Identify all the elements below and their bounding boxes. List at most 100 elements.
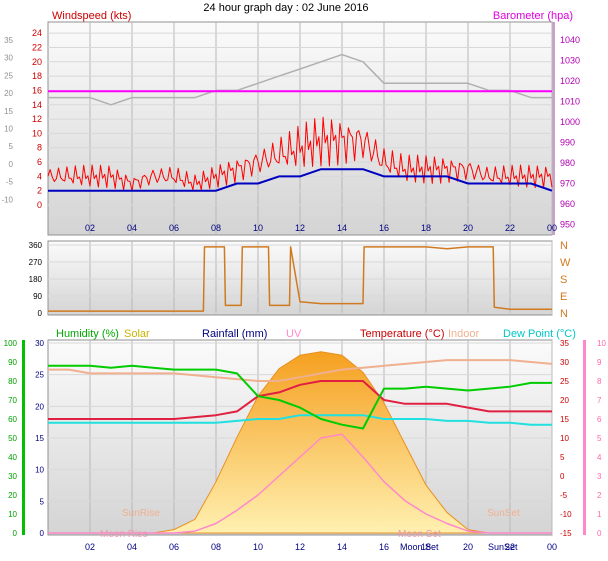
x-tick-label-temp: 22 [505, 542, 515, 552]
humidity-axis-bar [22, 340, 25, 535]
wind-outer-tick-label: 20 [4, 89, 13, 98]
uv-tick-label: 5 [597, 434, 602, 443]
uv-axis-bar [583, 340, 586, 535]
moonset-bottom-label: Moon Set [400, 542, 439, 552]
direction-compass-label: N [560, 308, 568, 320]
temp-tick-label: 0 [560, 472, 565, 481]
humidity-tick-label: 0 [13, 529, 18, 538]
x-tick-label-wind: 20 [463, 223, 473, 233]
wind-direction-line [48, 246, 552, 312]
temp-tick-label: 35 [560, 339, 569, 348]
windavg-line [48, 168, 553, 192]
sunset-bottom-label: SunSet [488, 542, 518, 552]
rain-tick-label: 10 [35, 466, 44, 475]
sunset-label: SunSet [487, 508, 520, 519]
x-tick-label-wind: 02 [85, 223, 95, 233]
humidity-tick-label: 10 [8, 510, 17, 519]
wind-outer-tick-label: 25 [4, 71, 13, 80]
humidity-tick-label: 60 [8, 415, 17, 424]
barometer-tick-label: 1000 [560, 117, 580, 127]
wind-tick-label: 8 [37, 143, 42, 153]
wind-outer-tick-label: 30 [4, 54, 13, 63]
wind-tick-label: 10 [32, 128, 42, 138]
wind-tick-label: 2 [37, 186, 42, 196]
dewpoint-label: Dew Point (°C) [503, 328, 576, 340]
wind-tick-label: 24 [32, 28, 42, 38]
rain-tick-label: 30 [35, 339, 44, 348]
uv-tick-label: 8 [597, 377, 602, 386]
solar-label: Solar [124, 328, 150, 340]
x-tick-label-temp: 06 [169, 542, 179, 552]
uv-label: UV [286, 328, 302, 340]
x-tick-label-temp: 08 [211, 542, 221, 552]
wind-outer-tick-label: -10 [1, 195, 13, 204]
uv-tick-label: 0 [597, 529, 602, 538]
x-tick-label-temp: 12 [295, 542, 305, 552]
humidity-tick-label: 30 [8, 472, 17, 481]
uv-tick-label: 7 [597, 396, 602, 405]
x-tick-label-wind: 12 [295, 223, 305, 233]
wind-outer-tick-label: 10 [4, 125, 13, 134]
direction-tick-label: 270 [29, 258, 43, 267]
temp-tick-label: -10 [560, 510, 572, 519]
direction-tick-label: 90 [33, 292, 42, 301]
direction-compass-label: E [560, 291, 567, 303]
x-tick-label-wind: 14 [337, 223, 347, 233]
wind-tick-label: 20 [32, 57, 42, 67]
rain-tick-label: 0 [40, 529, 45, 538]
wind-right-axis-bar [552, 22, 555, 235]
rain-tick-label: 15 [35, 434, 44, 443]
uv-tick-label: 4 [597, 453, 602, 462]
sunrise-label: SunRise [122, 508, 160, 519]
wind-tick-label: 22 [32, 42, 42, 52]
wind-tick-label: 6 [37, 157, 42, 167]
direction-compass-label: S [560, 274, 567, 286]
uv-tick-label: 6 [597, 415, 602, 424]
x-tick-label-temp: 20 [463, 542, 473, 552]
wind-outer-tick-label: 15 [4, 107, 13, 116]
direction-tick-label: 180 [29, 275, 43, 284]
direction-compass-label: W [560, 257, 571, 269]
barometer-tick-label: 1030 [560, 56, 580, 66]
temperature-label: Temperature (°C) [360, 328, 444, 340]
uv-tick-label: 3 [597, 472, 602, 481]
wind-tick-label: 12 [32, 114, 42, 124]
temp-tick-label: -5 [560, 491, 568, 500]
indoor-line [48, 359, 553, 382]
temp-tick-label: 10 [560, 434, 569, 443]
x-tick-label-wind: 18 [421, 223, 431, 233]
humidity-tick-label: 100 [4, 339, 18, 348]
humidity-label: Humidity (%) [56, 328, 119, 340]
chart-title: 24 hour graph day : 02 June 2016 [203, 2, 368, 14]
direction-tick-label: 0 [38, 309, 43, 318]
humidity-tick-label: 40 [8, 453, 17, 462]
wind-tick-label: 14 [32, 100, 42, 110]
x-tick-label-temp: 00 [547, 542, 557, 552]
uv-tick-label: 2 [597, 491, 602, 500]
barometer-tick-label: 960 [560, 199, 575, 209]
rain-tick-label: 5 [40, 497, 45, 506]
wind-outer-tick-label: 35 [4, 36, 13, 45]
barometer-tick-label: 970 [560, 178, 575, 188]
temp-tick-label: 30 [560, 358, 569, 367]
wind-tick-label: 16 [32, 85, 42, 95]
rainfall-label: Rainfall (mm) [202, 328, 267, 340]
humidity-tick-label: 90 [8, 358, 17, 367]
temp-tick-label: -15 [560, 529, 572, 538]
rain-tick-label: 25 [35, 371, 44, 380]
barometer-tick-label: 980 [560, 158, 575, 168]
wind-outer-tick-label: -5 [6, 178, 14, 187]
direction-tick-label: 360 [29, 241, 43, 250]
barometer-tick-label: 1010 [560, 97, 580, 107]
temp-tick-label: 25 [560, 377, 569, 386]
moonrise-label: Moon Rise [100, 529, 148, 540]
windspeed-label: Windspeed (kts) [52, 10, 131, 22]
x-tick-label-temp: 16 [379, 542, 389, 552]
humidity-tick-label: 20 [8, 491, 17, 500]
direction-compass-label: N [560, 240, 568, 252]
dewpoint-line [48, 414, 552, 426]
humidity-tick-label: 80 [8, 377, 17, 386]
x-tick-label-wind: 04 [127, 223, 137, 233]
x-tick-label-temp: 02 [85, 542, 95, 552]
humidity-tick-label: 50 [8, 434, 17, 443]
